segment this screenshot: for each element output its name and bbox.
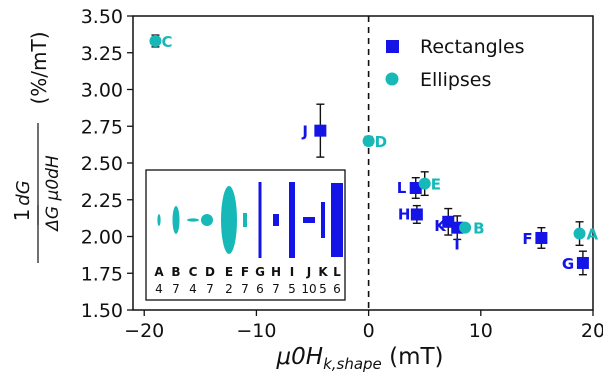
inset-number: 5 [288, 282, 296, 296]
inset-letter: I [290, 265, 294, 279]
inset-letter: C [189, 265, 198, 279]
rectangle-point-l [409, 181, 422, 194]
inset-shape-i [289, 182, 295, 258]
inset-number: 7 [272, 282, 280, 296]
y-tick-label: 3.25 [81, 43, 123, 65]
x-tick-label: 0 [363, 320, 375, 342]
ellipse-point-b [459, 221, 472, 234]
inset-number: 4 [155, 282, 163, 296]
axis-titles-layer: μ0Hk,shape (mT) 1 dG ΔG μ0dH (%/mT) [10, 31, 444, 373]
point-label-c: C [161, 33, 172, 51]
inset-number: 10 [301, 282, 316, 296]
chart-axes-layer: 1.50 1.75 2.00 2.25 2.50 2.75 3.00 3.25 3.50 −20 −… [81, 6, 603, 342]
inset-shape-h [273, 214, 279, 226]
legend-label: Ellipses [420, 69, 491, 91]
x-tick-label: 20 [581, 320, 603, 342]
inset-number: 7 [241, 282, 249, 296]
point-label-e: E [431, 176, 441, 194]
inset-number: 6 [256, 282, 264, 296]
inset-letter: F [241, 265, 249, 279]
inset-shape-e [221, 186, 237, 254]
y-tick-label: 1.50 [81, 300, 123, 322]
inset-shape-a [157, 214, 161, 226]
inset-letter: J [306, 265, 311, 279]
inset-number: 6 [333, 282, 341, 296]
point-label-k: K [434, 217, 447, 235]
rectangle-point-f [535, 231, 548, 244]
legend-label: Rectangles [420, 36, 525, 58]
rectangle-point-g [576, 256, 589, 269]
inset-shape-j [303, 217, 315, 223]
inset-letter: H [271, 265, 281, 279]
ellipse-point-e [418, 177, 431, 190]
x-axis-title: μ0Hk,shape (mT) [276, 344, 444, 373]
inset-shape-f [243, 213, 247, 227]
point-label-j: J [301, 123, 308, 141]
inset-letter: A [154, 265, 164, 279]
y-tick-label: 2.00 [81, 227, 123, 249]
inset-number: 2 [225, 282, 233, 296]
legend-marker-ellipses [385, 72, 399, 86]
y-tick-label: 3.50 [81, 6, 123, 28]
ellipse-point-a [573, 227, 586, 240]
legend-marker-rectangles [386, 40, 399, 53]
point-label-f: F [522, 230, 532, 248]
inset-shape-d [201, 214, 213, 226]
y-tick-label: 3.00 [81, 80, 123, 102]
rectangle-point-j [314, 124, 327, 137]
inset-number: 5 [319, 282, 327, 296]
inset-letter: B [171, 265, 180, 279]
inset-letter: L [333, 265, 341, 279]
x-tick-label: −10 [236, 320, 276, 342]
ellipse-point-d [362, 134, 375, 147]
inset-shape-c [187, 218, 199, 222]
y-tick-label: 2.25 [81, 190, 123, 212]
x-tick-label: −20 [124, 320, 164, 342]
y-tick-label: 1.75 [81, 263, 123, 285]
inset-letter: E [225, 265, 233, 279]
point-label-d: D [375, 133, 387, 151]
x-tick-label: 10 [469, 320, 493, 342]
point-label-i: I [454, 236, 460, 254]
inset-letter: D [205, 265, 215, 279]
rectangle-point-h [410, 208, 423, 221]
y-axis-title-denominator: ΔG μ0dH [43, 155, 63, 233]
inset-shape-g [258, 182, 262, 258]
legend: Rectangles Ellipses [385, 36, 525, 91]
point-label-h: H [398, 205, 411, 223]
inset-number: 7 [172, 282, 180, 296]
inset-letter: K [318, 265, 328, 279]
point-label-g: G [562, 255, 574, 273]
inset-frame [145, 169, 346, 301]
inset-shape-l [331, 183, 343, 257]
point-label-l: L [397, 179, 407, 197]
inset-shapes-panel: A B C D E F G H I J K L4 7 4 7 2 7 6 7 5 10 5 6 [145, 169, 346, 301]
y-tick-label: 2.50 [81, 153, 123, 175]
inset-shape-k [321, 202, 325, 238]
y-axis-title-numerator: dG [13, 180, 34, 205]
inset-letter: G [255, 265, 265, 279]
point-label-b: B [473, 220, 484, 238]
y-axis-title-one: 1 [10, 209, 34, 222]
inset-shape-b [172, 206, 180, 234]
y-axis-title-unit: (%/mT) [27, 31, 51, 104]
y-axis-title: 1 dG ΔG μ0dH (%/mT) [10, 31, 63, 263]
inset-number: 4 [189, 282, 197, 296]
inset-number: 7 [206, 282, 214, 296]
y-tick-label: 2.75 [81, 116, 123, 138]
ellipse-point-c [149, 34, 162, 47]
point-label-a: A [587, 226, 599, 244]
